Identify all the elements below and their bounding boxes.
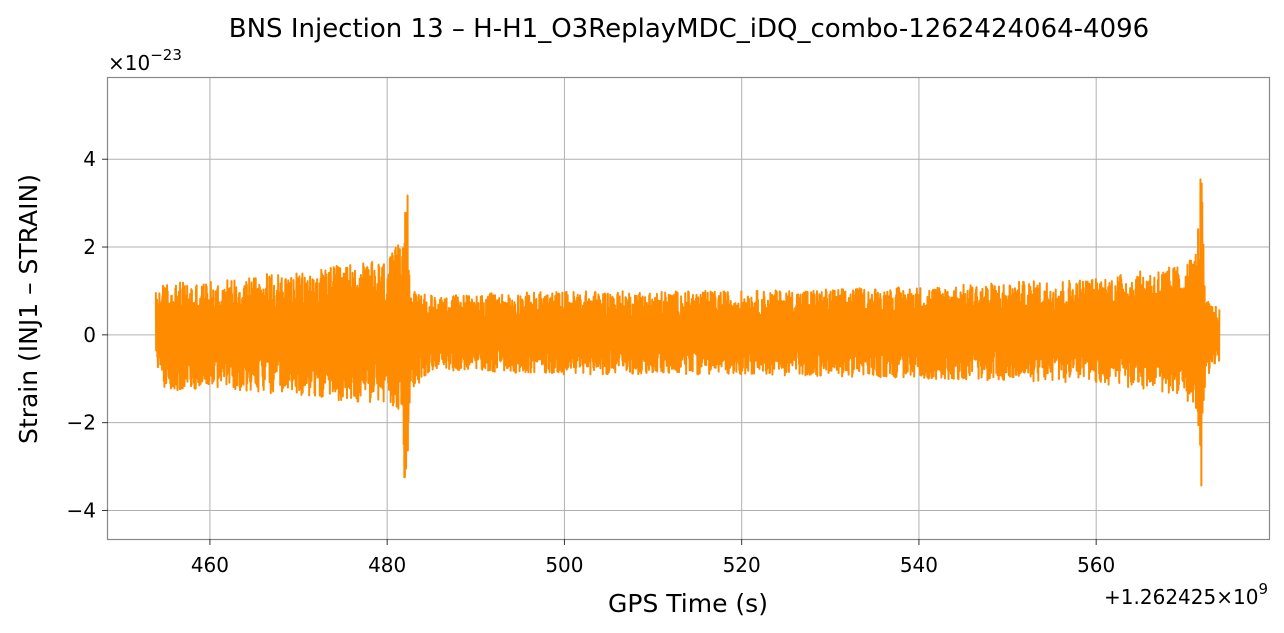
y-axis-multiplier: ×10−23	[108, 46, 182, 75]
x-offset-base: +1.262425×10	[1104, 585, 1258, 609]
chart-title: BNS Injection 13 – H-H1_O3ReplayMDC_iDQ_…	[229, 14, 1149, 44]
x-ticks: 460 480 500 520 540 560	[191, 539, 1115, 577]
x-axis-label: GPS Time (s)	[608, 589, 768, 618]
y-tick-label: 0	[83, 323, 96, 347]
strain-series-line	[154, 178, 1221, 487]
y-axis-label: Strain (INJ1 – STRAIN)	[14, 174, 43, 444]
y-tick-label: 4	[83, 147, 96, 171]
x-tick-label: 540	[900, 553, 938, 577]
y-ticks: −4 −2 0 2 4	[67, 147, 108, 522]
y-tick-label: −2	[67, 411, 96, 435]
x-tick-label: 560	[1077, 553, 1115, 577]
x-tick-label: 460	[191, 553, 229, 577]
series-layer	[154, 178, 1221, 487]
x-offset-exponent: 9	[1258, 580, 1268, 598]
y-tick-label: 2	[83, 235, 96, 259]
x-tick-label: 500	[545, 553, 583, 577]
y-multiplier-base: ×10	[108, 51, 150, 75]
x-axis-offset: +1.262425×109	[1104, 580, 1268, 609]
y-multiplier-exponent: −23	[150, 46, 182, 64]
x-tick-label: 520	[723, 553, 761, 577]
x-tick-label: 480	[368, 553, 406, 577]
plot-frame	[106, 76, 1271, 541]
y-tick-label: −4	[67, 498, 96, 522]
